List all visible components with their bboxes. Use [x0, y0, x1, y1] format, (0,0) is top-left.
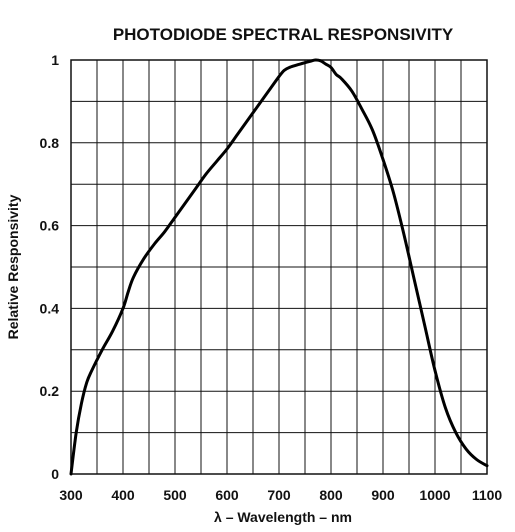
x-tick-label: 400 — [111, 487, 135, 503]
x-axis-label: λ – Wavelength – nm — [214, 509, 352, 525]
y-tick-label: 0.4 — [40, 300, 60, 316]
x-tick-label: 800 — [319, 487, 343, 503]
y-tick-labels: 0 0.2 0.4 0.6 0.8 1 — [40, 52, 60, 482]
y-tick-label: 0 — [51, 466, 59, 482]
y-tick-label: 0.8 — [40, 135, 60, 151]
series-group — [69, 58, 489, 476]
x-tick-label: 1100 — [472, 487, 503, 503]
y-tick-label: 0.2 — [40, 383, 60, 399]
y-axis-label: Relative Responsivity — [5, 194, 21, 339]
y-tick-label: 0.6 — [40, 218, 60, 234]
x-tick-label: 700 — [267, 487, 291, 503]
responsivity-curve — [69, 58, 489, 476]
x-tick-label: 600 — [215, 487, 239, 503]
plot-frame — [70, 59, 488, 475]
x-tick-label: 900 — [371, 487, 395, 503]
x-tick-label: 1000 — [419, 487, 450, 503]
chart-title: PHOTODIODE SPECTRAL RESPONSIVITY — [113, 25, 454, 44]
y-tick-label: 1 — [51, 52, 59, 68]
x-tick-label: 300 — [59, 487, 83, 503]
grid — [71, 60, 487, 474]
x-tick-labels: 300 400 500 600 700 800 900 1000 1100 — [59, 487, 502, 503]
x-tick-label: 500 — [163, 487, 187, 503]
